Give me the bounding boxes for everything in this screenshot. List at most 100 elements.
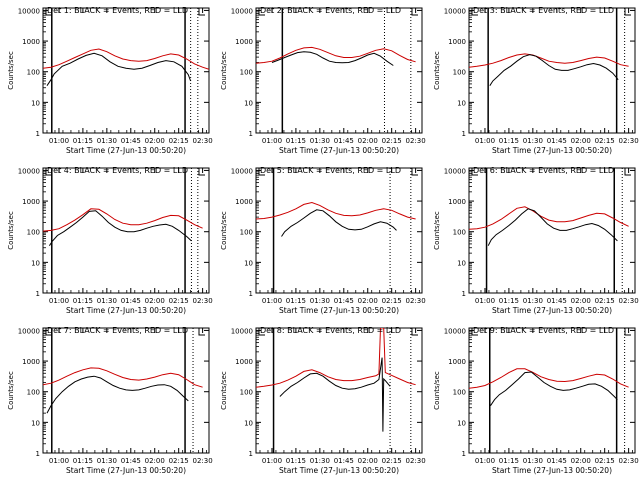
corner-marker-right [411,168,418,176]
panel-8: 1 10 100 1000 10000 01:00 01:15 01:30 01:45 02:00… [220,326,426,475]
y-tick-label: 100 [240,229,253,237]
corner-marker-right [198,168,205,176]
y-axis-label: Counts/sec [7,211,15,250]
x-tick-label: 02:00 [358,137,378,145]
plot-frame [42,7,210,134]
y-tick-label: 10000 [18,167,40,175]
y-tick-label: 100 [27,69,40,77]
events-series-line [490,371,618,406]
y-tick-label: 1000 [235,358,253,366]
corner-marker-left [471,328,478,336]
plot-frame [42,167,210,294]
x-tick-label: 01:15 [499,457,519,465]
y-tick-label: 10 [31,99,40,107]
events-series-line [271,51,394,66]
x-tick-label: 02:15 [382,457,402,465]
corner-marker-left [471,168,478,176]
x-tick-label: 01:00 [49,457,69,465]
x-axis-label: Start Time (27-Jun-13 00:50:20) [492,466,612,475]
y-tick-label: 10000 [231,167,253,175]
x-tick-label: 02:00 [145,297,165,305]
events-series-line [279,357,391,432]
x-tick-label: 01:15 [286,297,306,305]
corner-marker-right [411,8,418,16]
y-tick-label: 1 [462,290,466,298]
x-tick-label: 02:30 [193,457,213,465]
y-tick-label: 1 [249,130,253,138]
y-tick-label: 1 [36,290,40,298]
x-axis-label: Start Time (27-Jun-13 00:50:20) [492,306,612,315]
y-tick-label: 10 [457,99,466,107]
panel-title: Det 2: BLACK = Events, RED = LLD [260,6,401,15]
x-tick-label: 02:00 [571,137,591,145]
x-tick-label: 01:00 [475,137,495,145]
plot-frame [468,7,636,134]
x-tick-label: 01:30 [310,457,330,465]
y-tick-label: 100 [453,229,466,237]
x-tick-label: 02:00 [358,297,378,305]
x-tick-label: 01:15 [73,297,93,305]
x-tick-label: 01:45 [547,137,567,145]
x-tick-label: 02:30 [619,297,639,305]
x-tick-label: 02:15 [382,137,402,145]
corner-marker-left [45,168,52,176]
y-tick-label: 1 [36,130,40,138]
lld-series-line [256,201,416,220]
plot-frame [255,327,423,454]
x-tick-label: 02:00 [571,457,591,465]
corner-marker-left [45,8,52,16]
x-tick-label: 01:45 [121,457,141,465]
corner-marker-left [258,8,265,16]
y-tick-label: 10 [457,419,466,427]
x-tick-label: 01:00 [49,137,69,145]
y-tick-label: 1000 [22,38,40,46]
corner-marker-right [624,328,631,336]
corner-marker-right [624,8,631,16]
panel-title: Det 8: BLACK = Events, RED = LLD [260,326,401,335]
x-tick-label: 01:00 [475,457,495,465]
lld-series-line [256,328,416,388]
panel-6: 1 10 100 1000 10000 01:00 01:15 01:30 01:45 02:00… [433,166,639,315]
x-tick-label: 01:30 [523,297,543,305]
panel-title: Det 1: BLACK = Events, RED = LLD [47,6,188,15]
lld-series-line [256,46,416,64]
x-tick-label: 01:30 [523,137,543,145]
x-tick-label: 02:15 [595,297,615,305]
panel-1: 1 10 100 1000 10000 01:00 01:15 01:30 01:45 02:00… [7,6,213,155]
y-axis-label: Counts/sec [220,211,228,250]
panel-5: 1 10 100 1000 10000 01:00 01:15 01:30 01:45 02:00… [220,166,426,315]
corner-marker-left [258,328,265,336]
panel-title: Det 7: BLACK = Events, RED = LLD [47,326,188,335]
y-axis-label: Counts/sec [220,371,228,410]
corner-marker-left [471,8,478,16]
x-axis-label: Start Time (27-Jun-13 00:50:20) [66,146,186,155]
y-tick-label: 10 [31,419,40,427]
y-tick-label: 100 [27,229,40,237]
y-tick-label: 1 [249,290,253,298]
x-axis-label: Start Time (27-Jun-13 00:50:20) [279,306,399,315]
y-tick-label: 1000 [448,198,466,206]
y-tick-label: 1 [36,450,40,458]
y-tick-label: 100 [240,389,253,397]
y-tick-label: 10000 [444,327,466,335]
x-axis-label: Start Time (27-Jun-13 00:50:20) [66,306,186,315]
y-axis-label: Counts/sec [433,371,441,410]
y-axis-label: Counts/sec [433,211,441,250]
y-tick-label: 10000 [18,327,40,335]
plot-frame [468,327,636,454]
x-tick-label: 02:30 [406,457,426,465]
y-tick-label: 1000 [235,198,253,206]
panel-title: Det 6: BLACK = Events, RED = LLD [473,166,614,175]
x-tick-label: 02:15 [169,457,189,465]
events-series-line [281,209,397,237]
panel-title: Det 3: BLACK = Events, RED = LLD [473,6,614,15]
x-axis-label: Start Time (27-Jun-13 00:50:20) [492,146,612,155]
panel-title: Det 9: BLACK = Events, RED = LLD [473,326,614,335]
x-tick-label: 01:00 [475,297,495,305]
corner-marker-left [45,328,52,336]
lld-series-line [469,368,629,389]
events-series-line [46,52,192,86]
plot-frame [255,7,423,134]
x-tick-label: 02:00 [571,297,591,305]
